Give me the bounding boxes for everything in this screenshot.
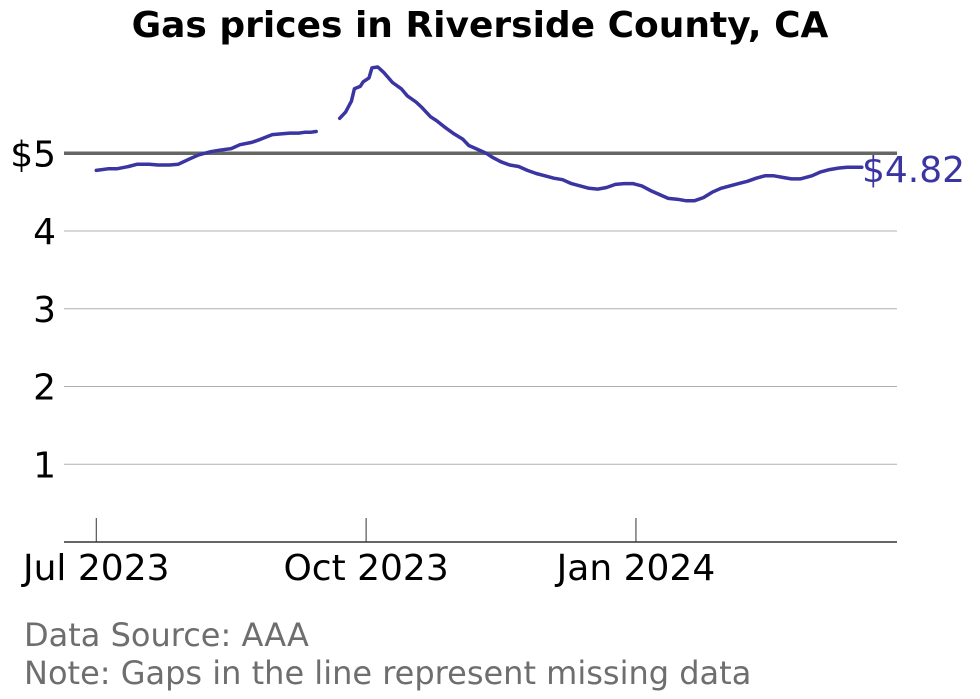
x-tick-label: Jul 2023 [21,548,170,589]
y-tick-label: 4 [33,212,56,253]
price-line-segment [94,129,318,173]
missing-data-note: Note: Gaps in the line represent missing… [24,654,752,692]
gridlines [64,230,897,465]
x-tick-label: Jan 2024 [555,548,716,589]
price-line-group [94,65,864,203]
latest-price-label: $4.82 [862,150,965,191]
data-source-note: Data Source: AAA [24,616,309,654]
y-axis-ticks: 1 2 3 4 $5 [10,134,56,486]
y-tick-label: 2 [33,368,56,409]
chart-title: Gas prices in Riverside County, CA [132,5,829,46]
x-tick-label: Oct 2023 [283,548,448,589]
price-line-segment [337,65,864,203]
x-axis: Jul 2023 Oct 2023 Jan 2024 [21,518,897,589]
gas-price-chart: Gas prices in Riverside County, CA 1 2 3 4 $… [10,5,965,589]
y-tick-label: $5 [10,134,56,175]
y-tick-label: 3 [33,290,56,331]
y-tick-label: 1 [33,445,56,486]
